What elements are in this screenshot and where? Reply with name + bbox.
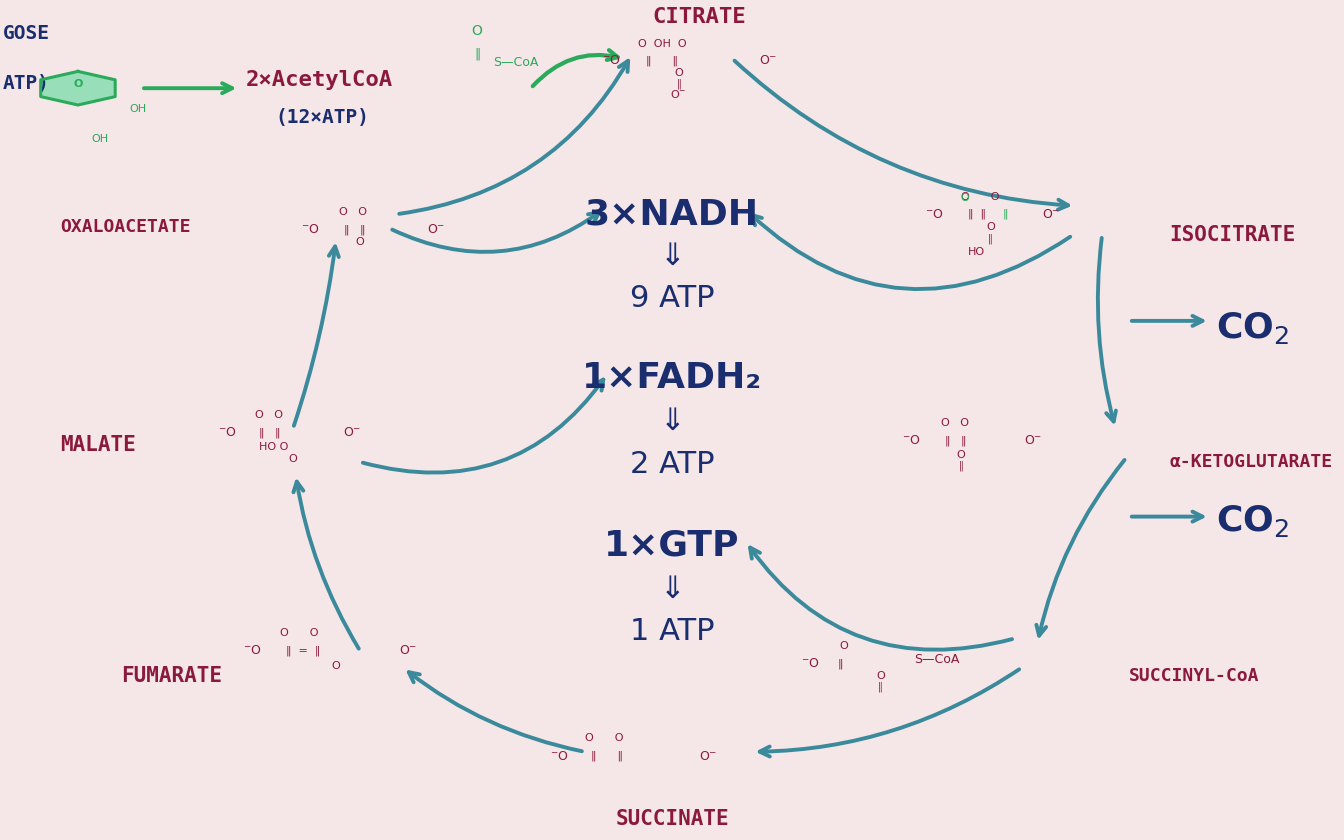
Text: CITRATE: CITRATE: [652, 7, 746, 27]
Text: SUCCINATE: SUCCINATE: [616, 809, 728, 829]
Text: $^{-}$O: $^{-}$O: [301, 223, 320, 236]
Text: O$^{-}$: O$^{-}$: [699, 749, 718, 763]
Text: CO$_2$: CO$_2$: [1216, 503, 1289, 538]
Text: O   O: O O: [339, 207, 367, 217]
Text: O   O: O O: [941, 418, 969, 428]
Text: GOSE: GOSE: [3, 24, 50, 43]
Text: ‖: ‖: [958, 461, 964, 471]
Text: (12×ATP): (12×ATP): [276, 108, 370, 127]
Text: OH: OH: [91, 134, 109, 144]
Text: O   O: O O: [255, 410, 284, 420]
Text: O  OH  O: O OH O: [638, 39, 687, 49]
Text: HO O: HO O: [259, 442, 289, 452]
Text: ‖: ‖: [676, 79, 681, 89]
Text: O: O: [876, 671, 884, 681]
Text: O$^{-}$: O$^{-}$: [671, 88, 687, 100]
Text: 1 ATP: 1 ATP: [630, 617, 714, 646]
Text: ⇓: ⇓: [660, 242, 684, 270]
Text: O: O: [840, 641, 848, 651]
Text: ‖  =  ‖: ‖ = ‖: [286, 646, 321, 656]
Text: ISOCITRATE: ISOCITRATE: [1169, 225, 1296, 245]
Text: $^{-}$O: $^{-}$O: [801, 657, 820, 670]
Text: O: O: [74, 79, 82, 89]
Text: $^{-}$O: $^{-}$O: [243, 644, 262, 658]
Text: O$^{-}$: O$^{-}$: [759, 54, 778, 67]
Text: ‖: ‖: [837, 659, 843, 669]
Text: α-KETOGLUTARATE: α-KETOGLUTARATE: [1169, 453, 1332, 471]
Text: HO: HO: [968, 247, 985, 257]
Text: O: O: [986, 222, 995, 232]
Text: O: O: [332, 661, 340, 671]
Text: 1×GTP: 1×GTP: [605, 529, 739, 563]
Text: O: O: [961, 193, 969, 203]
Text: O: O: [289, 454, 297, 465]
Text: SUCCINYL-CoA: SUCCINYL-CoA: [1129, 667, 1259, 685]
Text: O$^{-}$: O$^{-}$: [399, 644, 418, 658]
Text: 9 ATP: 9 ATP: [630, 284, 714, 312]
Text: 1×FADH₂: 1×FADH₂: [582, 361, 762, 395]
Text: $^{-}$O: $^{-}$O: [550, 749, 569, 763]
Text: 3×NADH: 3×NADH: [585, 197, 759, 231]
Text: O$^{-}$: O$^{-}$: [1024, 434, 1043, 448]
Text: $^{-}$O: $^{-}$O: [218, 426, 237, 439]
Text: MALATE: MALATE: [60, 435, 136, 455]
Text: ‖   ‖: ‖ ‖: [344, 224, 366, 234]
Text: 2×AcetylCoA: 2×AcetylCoA: [246, 70, 392, 90]
Text: ‖: ‖: [988, 234, 993, 244]
Text: O$^{-}$: O$^{-}$: [1042, 207, 1060, 221]
Text: $^{-}$O: $^{-}$O: [925, 207, 943, 221]
Text: O: O: [957, 450, 965, 460]
Text: ‖: ‖: [878, 682, 883, 692]
Text: $^{-}$O: $^{-}$O: [902, 434, 921, 448]
Text: ‖      ‖: ‖ ‖: [591, 751, 624, 761]
Text: FUMARATE: FUMARATE: [121, 666, 222, 686]
Text: 2 ATP: 2 ATP: [630, 450, 714, 479]
Text: ‖      ‖: ‖ ‖: [646, 55, 679, 66]
Text: O$^{-}$: O$^{-}$: [343, 426, 362, 439]
Text: ⇓: ⇓: [660, 407, 684, 436]
Text: ATP): ATP): [3, 75, 50, 93]
Text: ‖   ‖: ‖ ‖: [259, 428, 281, 438]
Text: O$^{-}$: O$^{-}$: [427, 223, 446, 236]
Polygon shape: [40, 71, 116, 105]
Text: ‖   ‖: ‖ ‖: [945, 436, 966, 446]
Text: S—CoA: S—CoA: [914, 653, 960, 666]
Text: $^{-}$O: $^{-}$O: [602, 54, 621, 67]
Text: OH: OH: [129, 104, 146, 114]
Text: O      O: O O: [585, 733, 624, 743]
Text: O: O: [675, 68, 683, 78]
Text: O: O: [472, 24, 482, 38]
Text: CO$_2$: CO$_2$: [1216, 310, 1289, 345]
Text: ‖: ‖: [1003, 209, 1008, 219]
Text: OXALOACETATE: OXALOACETATE: [60, 218, 191, 236]
Text: O: O: [356, 237, 364, 247]
Text: ‖: ‖: [474, 48, 480, 60]
Text: O      O: O O: [280, 628, 319, 638]
Text: O      O: O O: [961, 192, 1000, 202]
Text: S—CoA: S—CoA: [493, 56, 539, 70]
Text: ‖  ‖: ‖ ‖: [968, 209, 985, 219]
Text: ⇓: ⇓: [660, 575, 684, 604]
